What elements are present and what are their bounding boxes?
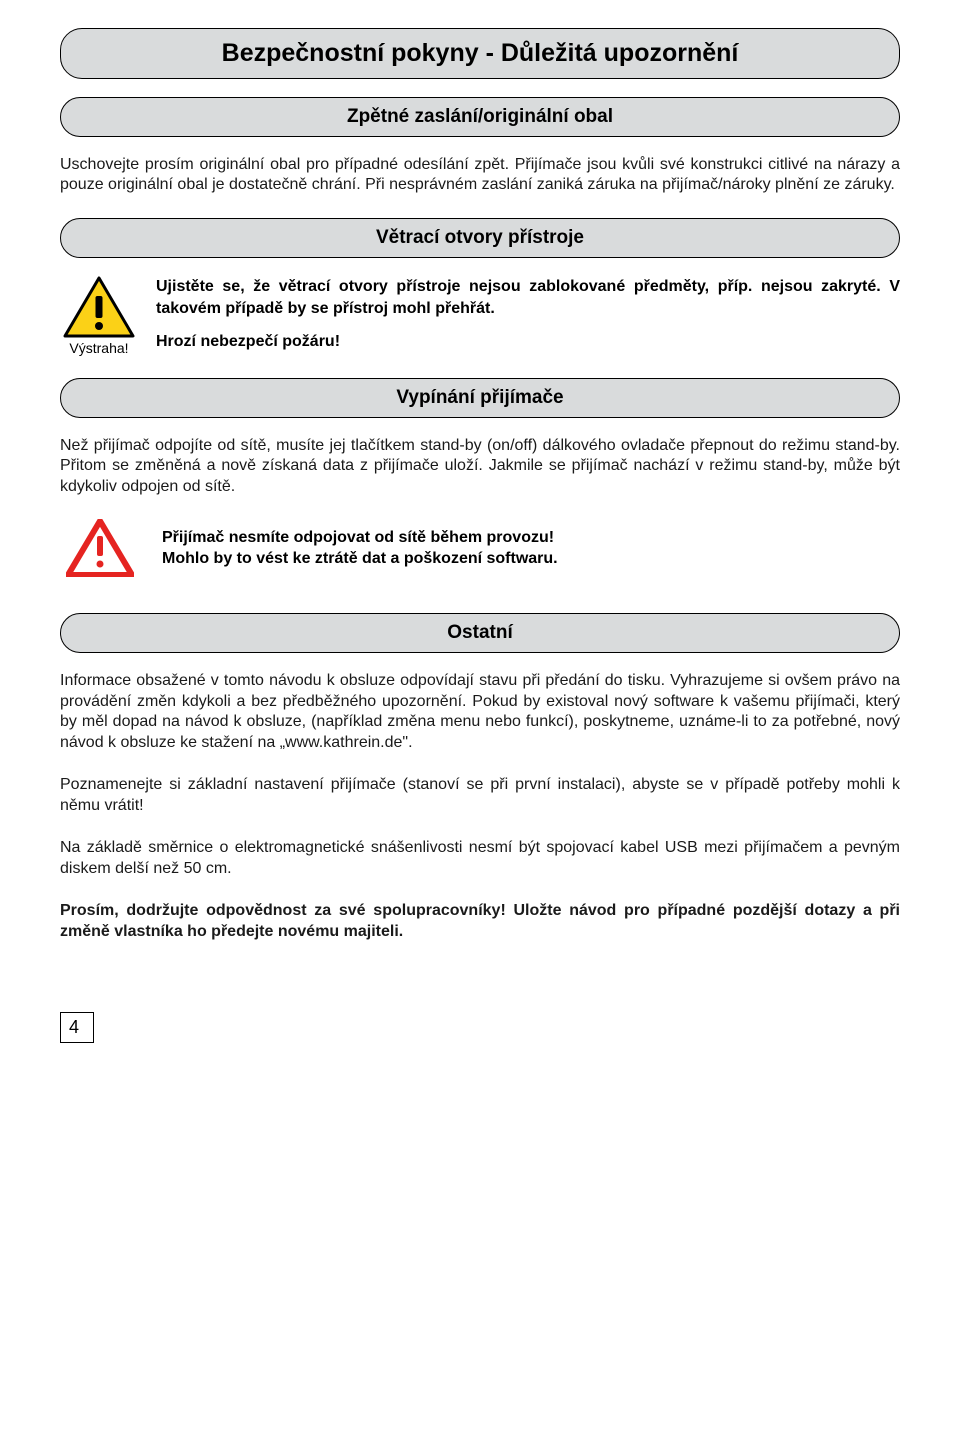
section-off-pill: Vypínání přijímače [60,378,900,418]
other-paragraph-1: Informace obsažené v tomto návodu k obsl… [60,671,900,753]
warning2-line1: Přijímač nesmíte odpojovat od sítě během… [162,527,558,549]
page-number-box: 4 [60,1012,94,1043]
page-content: Bezpečnostní pokyny - Důležitá upozorněn… [0,0,960,1063]
warning1-line1: Ujistěte se, že větrací otvory přístroje… [156,276,900,319]
warning-vents-text: Ujistěte se, že větrací otvory přístroje… [156,276,900,353]
footer: 4 [60,1012,900,1043]
other-paragraph-3: Na základě směrnice o elektromagnetické … [60,838,900,879]
warning-off-text: Přijímač nesmíte odpojovat od sítě během… [162,527,558,570]
off-paragraph: Než přijímač odpojíte od sítě, musíte je… [60,436,900,497]
other-paragraph-2: Poznamenejte si základní nastavení přijí… [60,775,900,816]
warning-icon-wrap-1: Výstraha! [60,276,138,356]
warning2-line2: Mohlo by to vést ke ztrátě dat a poškoze… [162,548,558,570]
other-paragraph-4: Prosím, dodržujte odpovědnost za své spo… [60,901,900,942]
packaging-paragraph: Uschovejte prosím originální obal pro př… [60,155,900,196]
warning-caption-1: Výstraha! [69,340,128,356]
section-vents-pill: Větrací otvory přístroje [60,218,900,258]
warning-vents-row: Výstraha! Ujistěte se, že větrací otvory… [60,276,900,356]
section-other-pill: Ostatní [60,613,900,653]
warning-triangle-red-icon [66,519,134,577]
main-title-pill: Bezpečnostní pokyny - Důležitá upozorněn… [60,28,900,79]
warning-triangle-icon [63,276,135,338]
warning1-line2: Hrozí nebezpečí požáru! [156,331,900,353]
section-packaging-pill: Zpětné zaslání/originální obal [60,97,900,137]
warning-off-row: Přijímač nesmíte odpojovat od sítě během… [60,519,900,577]
